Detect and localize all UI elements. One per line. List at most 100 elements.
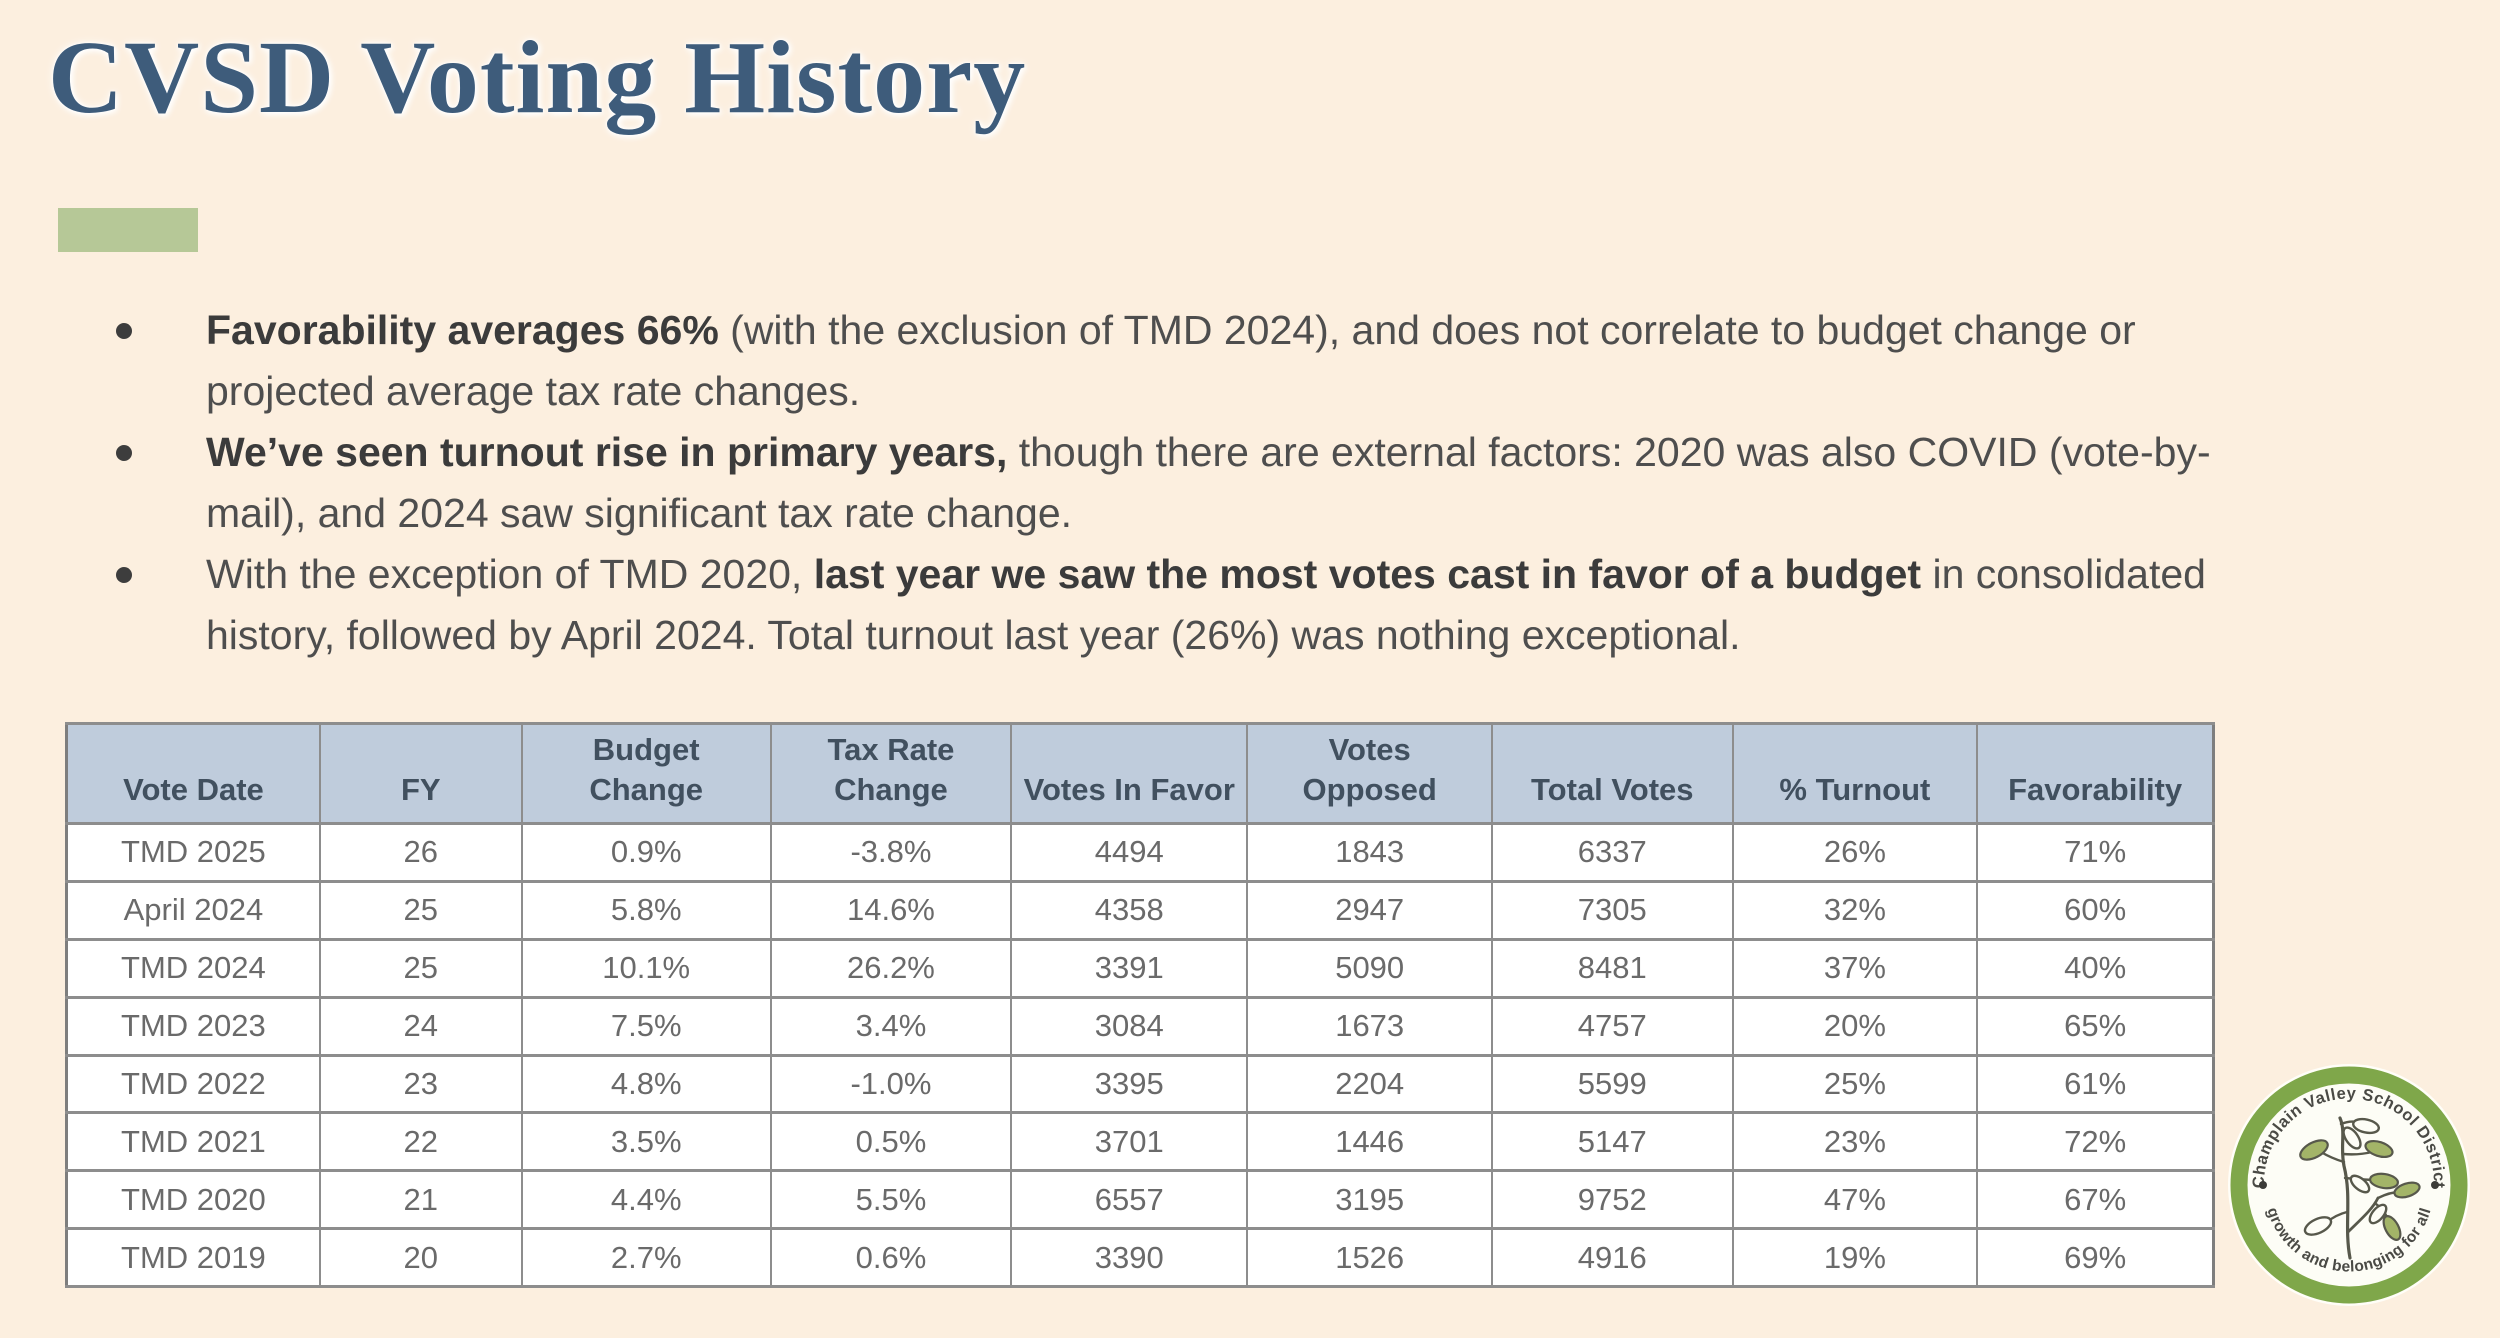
column-header: Votes In Favor bbox=[1010, 722, 1249, 825]
table-cell: 6557 bbox=[1010, 1169, 1249, 1231]
table-cell: 21 bbox=[318, 1169, 523, 1231]
table-cell: 9752 bbox=[1491, 1169, 1734, 1231]
table-cell: 25% bbox=[1731, 1053, 1979, 1115]
table-cell: 26 bbox=[318, 822, 523, 883]
column-header: FY bbox=[318, 722, 523, 825]
table-row: TMD 2019 20 2.7% 0.6% 3390 1526 4916 19% 69% bbox=[65, 1227, 2215, 1288]
bullet-list: Favorability averages 66% (with the excl… bbox=[112, 300, 2262, 666]
bullet-marker bbox=[116, 323, 132, 339]
table-cell: TMD 2022 bbox=[65, 1053, 321, 1115]
table-cell: 71% bbox=[1976, 822, 2215, 883]
bullet-marker bbox=[116, 567, 132, 583]
table-row: TMD 2022 23 4.8% -1.0% 3395 2204 5599 25% 61% bbox=[65, 1053, 2215, 1115]
district-logo: Champlain Valley School District growth … bbox=[2226, 1062, 2472, 1308]
table-cell: 2947 bbox=[1246, 879, 1494, 941]
bullet-marker bbox=[116, 445, 132, 461]
table-cell: 25 bbox=[318, 879, 523, 941]
column-header: Vote Date bbox=[65, 722, 321, 825]
table-cell: 3084 bbox=[1010, 995, 1249, 1057]
table-cell: 19% bbox=[1731, 1227, 1979, 1288]
table-cell: -3.8% bbox=[769, 822, 1013, 883]
page-title: CVSD Voting History bbox=[48, 20, 1027, 135]
bullet-item: Favorability averages 66% (with the excl… bbox=[112, 300, 2262, 422]
table-cell: TMD 2021 bbox=[65, 1111, 321, 1173]
voting-history-table: Vote Date FY Budget Change Tax Rate Change V… bbox=[65, 722, 2215, 1288]
table-row: TMD 2021 22 3.5% 0.5% 3701 1446 5147 23% 72% bbox=[65, 1111, 2215, 1173]
logo-dot-left bbox=[2259, 1181, 2267, 1189]
table-cell: 72% bbox=[1976, 1111, 2215, 1173]
table-cell: 69% bbox=[1976, 1227, 2215, 1288]
column-header: Budget Change bbox=[520, 722, 772, 825]
logo-ring bbox=[2230, 1066, 2468, 1304]
table-cell: 67% bbox=[1976, 1169, 2215, 1231]
table-row: TMD 2023 24 7.5% 3.4% 3084 1673 4757 20% 65% bbox=[65, 995, 2215, 1057]
table-body: TMD 2025 26 0.9% -3.8% 4494 1843 6337 26% 71% Apr… bbox=[65, 822, 2215, 1288]
table-cell: 7.5% bbox=[520, 995, 772, 1057]
bullet-item: With the exception of TMD 2020, last yea… bbox=[112, 544, 2262, 666]
table-cell: 25 bbox=[318, 937, 523, 999]
table-cell: April 2024 bbox=[65, 879, 321, 941]
table-cell: 0.6% bbox=[769, 1227, 1013, 1288]
table-cell: 1446 bbox=[1246, 1111, 1494, 1173]
table-cell: 32% bbox=[1731, 879, 1979, 941]
table-cell: 24 bbox=[318, 995, 523, 1057]
table-cell: 3.4% bbox=[769, 995, 1013, 1057]
logo-dot-right bbox=[2431, 1181, 2439, 1189]
bullet-text: in consolidated history, followed by Apr… bbox=[206, 551, 2206, 658]
table-cell: 0.5% bbox=[769, 1111, 1013, 1173]
column-header: Tax Rate Change bbox=[769, 722, 1013, 825]
table-cell: 4916 bbox=[1491, 1227, 1734, 1288]
bullet-text: (with the exclusion of TMD 2024), and do… bbox=[206, 307, 2136, 414]
bullet-text-bold: We’ve seen turnout rise in primary years… bbox=[206, 429, 1008, 475]
column-header: Favorability bbox=[1976, 722, 2215, 825]
bullet-text-bold: Favorability averages 66% bbox=[206, 307, 719, 353]
table-cell: -1.0% bbox=[769, 1053, 1013, 1115]
table-cell: 4358 bbox=[1010, 879, 1249, 941]
table-cell: 5.5% bbox=[769, 1169, 1013, 1231]
column-header: Total Votes bbox=[1491, 722, 1734, 825]
table-cell: TMD 2019 bbox=[65, 1227, 321, 1288]
table-cell: 5090 bbox=[1246, 937, 1494, 999]
table-row: TMD 2024 25 10.1% 26.2% 3391 5090 8481 37% 40% bbox=[65, 937, 2215, 999]
table-cell: 6337 bbox=[1491, 822, 1734, 883]
table-cell: 5599 bbox=[1491, 1053, 1734, 1115]
column-header: Votes Opposed bbox=[1246, 722, 1494, 825]
table-cell: 4.8% bbox=[520, 1053, 772, 1115]
table-cell: 26.2% bbox=[769, 937, 1013, 999]
table-cell: 8481 bbox=[1491, 937, 1734, 999]
table-cell: TMD 2023 bbox=[65, 995, 321, 1057]
table-cell: 26% bbox=[1731, 822, 1979, 883]
bullet-text-bold: last year we saw the most votes cast in … bbox=[813, 551, 1922, 597]
table-cell: 1526 bbox=[1246, 1227, 1494, 1288]
table-row: April 2024 25 5.8% 14.6% 4358 2947 7305 32% 60% bbox=[65, 879, 2215, 941]
table-cell: 3391 bbox=[1010, 937, 1249, 999]
table-cell: TMD 2025 bbox=[65, 822, 321, 883]
table-cell: 7305 bbox=[1491, 879, 1734, 941]
table-cell: 3395 bbox=[1010, 1053, 1249, 1115]
table-cell: 22 bbox=[318, 1111, 523, 1173]
table-cell: 65% bbox=[1976, 995, 2215, 1057]
table-cell: 0.9% bbox=[520, 822, 772, 883]
table-row: TMD 2025 26 0.9% -3.8% 4494 1843 6337 26% 71% bbox=[65, 822, 2215, 883]
table-head: Vote Date FY Budget Change Tax Rate Change V… bbox=[65, 722, 2215, 825]
table-cell: 1843 bbox=[1246, 822, 1494, 883]
accent-bar bbox=[58, 208, 198, 252]
table-cell: 23% bbox=[1731, 1111, 1979, 1173]
table-cell: 1673 bbox=[1246, 995, 1494, 1057]
column-header: % Turnout bbox=[1731, 722, 1979, 825]
table-cell: 20% bbox=[1731, 995, 1979, 1057]
table-cell: 20 bbox=[318, 1227, 523, 1288]
table-cell: 4494 bbox=[1010, 822, 1249, 883]
table-cell: 3390 bbox=[1010, 1227, 1249, 1288]
bullet-item: We’ve seen turnout rise in primary years… bbox=[112, 422, 2262, 544]
table-cell: 47% bbox=[1731, 1169, 1979, 1231]
table-cell: 10.1% bbox=[520, 937, 772, 999]
table-cell: 60% bbox=[1976, 879, 2215, 941]
table-cell: 3.5% bbox=[520, 1111, 772, 1173]
table-cell: 4.4% bbox=[520, 1169, 772, 1231]
table-cell: 3701 bbox=[1010, 1111, 1249, 1173]
table-row: TMD 2020 21 4.4% 5.5% 6557 3195 9752 47% 67% bbox=[65, 1169, 2215, 1231]
table-cell: 2.7% bbox=[520, 1227, 772, 1288]
table-cell: 23 bbox=[318, 1053, 523, 1115]
